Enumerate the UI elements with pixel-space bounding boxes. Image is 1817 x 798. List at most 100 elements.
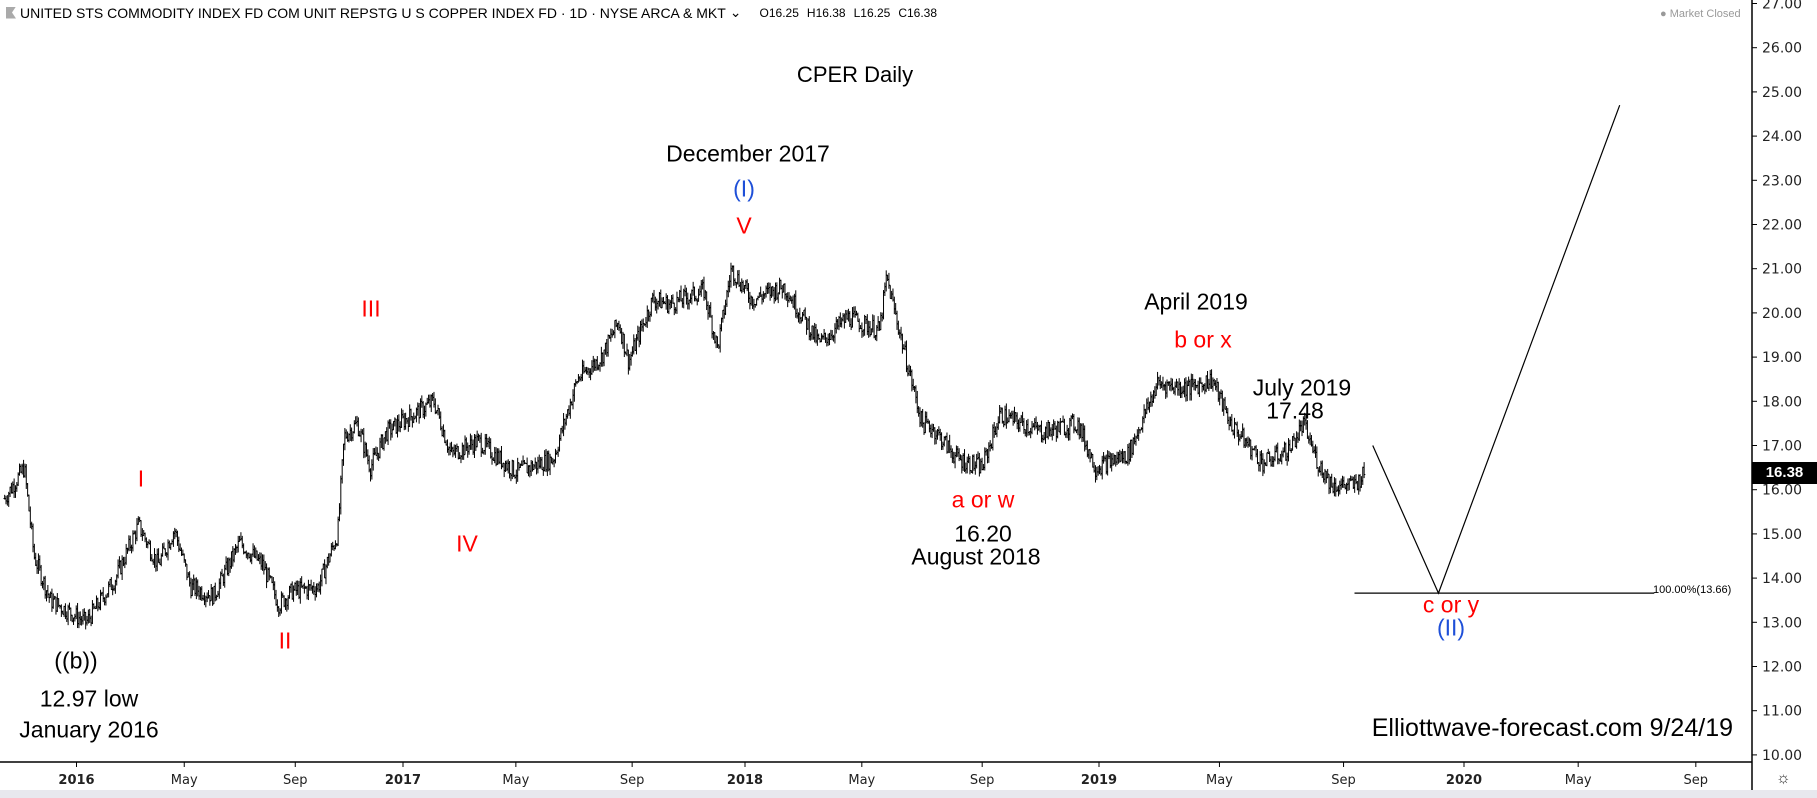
ohlc-bar	[832, 334, 835, 342]
ohlc-bar	[1010, 410, 1013, 419]
ohlc-bar	[733, 278, 737, 286]
ohlc-bar	[588, 368, 591, 378]
ohlc-bar	[862, 329, 865, 337]
ohlc-bar	[421, 401, 425, 418]
ohlc-bar	[1076, 417, 1080, 436]
ohlc-bar	[408, 404, 411, 427]
ohlc-bar	[651, 292, 654, 303]
ohlc-bar	[984, 447, 988, 456]
ohlc-bar	[768, 282, 772, 301]
ohlc-bar	[762, 291, 765, 303]
ohlc-bar	[1032, 423, 1035, 428]
ohlc-bar	[558, 434, 561, 452]
ohlc-bar	[241, 535, 244, 549]
ohlc-bar	[76, 602, 79, 629]
ohlc-bar	[976, 451, 980, 460]
ohlc-bar	[853, 306, 857, 318]
ohlc-bar	[937, 426, 941, 436]
wave-label-I-primary: (I)	[733, 175, 755, 202]
ohlc-bar	[1203, 383, 1207, 395]
ohlc-bar	[1018, 417, 1022, 432]
ohlc-bar	[593, 358, 596, 371]
ohlc-bar	[571, 389, 575, 410]
y-tick-label: 24.00	[1762, 129, 1802, 145]
x-tick-label: Sep	[1684, 773, 1709, 788]
ohlc-bar	[450, 441, 453, 453]
ohlc-bar	[1150, 394, 1154, 407]
label-price-1748: 17.48	[1266, 397, 1324, 424]
ohlc-bar	[1163, 383, 1166, 391]
ohlc-bar	[228, 557, 232, 573]
ohlc-bar	[698, 285, 702, 296]
ohlc-bar	[701, 279, 704, 290]
ohlc-bar	[1017, 419, 1020, 433]
chevron-down-icon[interactable]: ⌄	[729, 4, 742, 20]
settings-gear-icon[interactable]: ☼	[1776, 770, 1791, 787]
ohlc-bar	[342, 443, 345, 466]
ohlc-bar	[60, 604, 63, 617]
symbol-title[interactable]: UNITED STS COMMODITY INDEX FD COM UNIT R…	[20, 4, 726, 21]
ohlc-bar	[400, 408, 403, 428]
ohlc-bar	[876, 316, 880, 332]
ohlc-bar	[822, 328, 826, 340]
symbol-header[interactable]: UNITED STS COMMODITY INDEX FD COM UNIT R…	[6, 4, 937, 21]
ohlc-bar	[210, 583, 213, 602]
ohlc-bar	[259, 552, 263, 570]
ohlc-bar	[863, 314, 866, 336]
ohlc-bar	[315, 583, 318, 598]
ohlc-bar	[177, 536, 181, 553]
y-tick-label: 19.00	[1762, 350, 1802, 366]
ohlc-bar	[39, 564, 43, 586]
ohlc-bar	[309, 579, 313, 591]
ohlc-bar	[83, 608, 86, 621]
ohlc-bar	[532, 463, 536, 471]
ohlc-bar	[1204, 375, 1208, 393]
ohlc-bar	[258, 552, 262, 565]
ohlc-bar	[1091, 453, 1094, 468]
ohlc-bar	[1250, 446, 1254, 461]
ohlc-bar	[1167, 381, 1170, 386]
ohlc-bar	[1288, 439, 1292, 452]
ohlc-bar	[1326, 468, 1329, 479]
ohlc-bar	[1346, 478, 1350, 492]
ohlc-bar	[1172, 386, 1175, 395]
ohlc-bar	[756, 295, 760, 301]
ohlc-bar	[1029, 427, 1032, 439]
ohlc-bar	[655, 298, 658, 314]
ohlc-bar	[1119, 450, 1123, 462]
ohlc-bar	[426, 397, 429, 405]
ohlc-bar	[297, 580, 301, 600]
ohlc-bar	[945, 432, 949, 454]
ohlc-bar	[1206, 370, 1209, 389]
ohlc-bar	[30, 521, 33, 530]
ohlc-bar	[993, 421, 996, 438]
ohlc-bar	[539, 457, 542, 469]
ohlc-bar	[184, 559, 187, 567]
ohlc-bar	[744, 279, 748, 289]
ohlc-bar	[1015, 412, 1019, 430]
ohlc-bar	[1002, 420, 1005, 428]
ohlc-bar	[353, 420, 356, 434]
ohlc-bar	[1296, 432, 1300, 443]
ohlc-bar	[407, 417, 410, 432]
ohlc-bar	[1317, 467, 1320, 477]
wave-label-V: V	[736, 212, 752, 239]
ohlc-bar	[980, 457, 984, 471]
ohlc-bar	[809, 332, 812, 341]
y-tick-label: 10.00	[1762, 748, 1802, 764]
ohlc-bar	[110, 577, 113, 591]
ohlc-bar	[137, 516, 140, 525]
ohlc-bar	[207, 590, 210, 599]
ohlc-bar	[124, 543, 128, 565]
x-tick-label: Sep	[1331, 773, 1356, 788]
ohlc-bar	[724, 299, 727, 316]
ohlc-bar	[1292, 433, 1296, 442]
ohlc-bar	[1350, 476, 1354, 481]
ohlc-bar	[463, 435, 467, 456]
ohlc-bar	[1129, 439, 1132, 462]
ohlc-bar	[975, 453, 978, 469]
ohlc-bar	[920, 410, 923, 427]
ohlc-bar	[890, 290, 893, 300]
ohlc-bar	[1223, 396, 1227, 410]
